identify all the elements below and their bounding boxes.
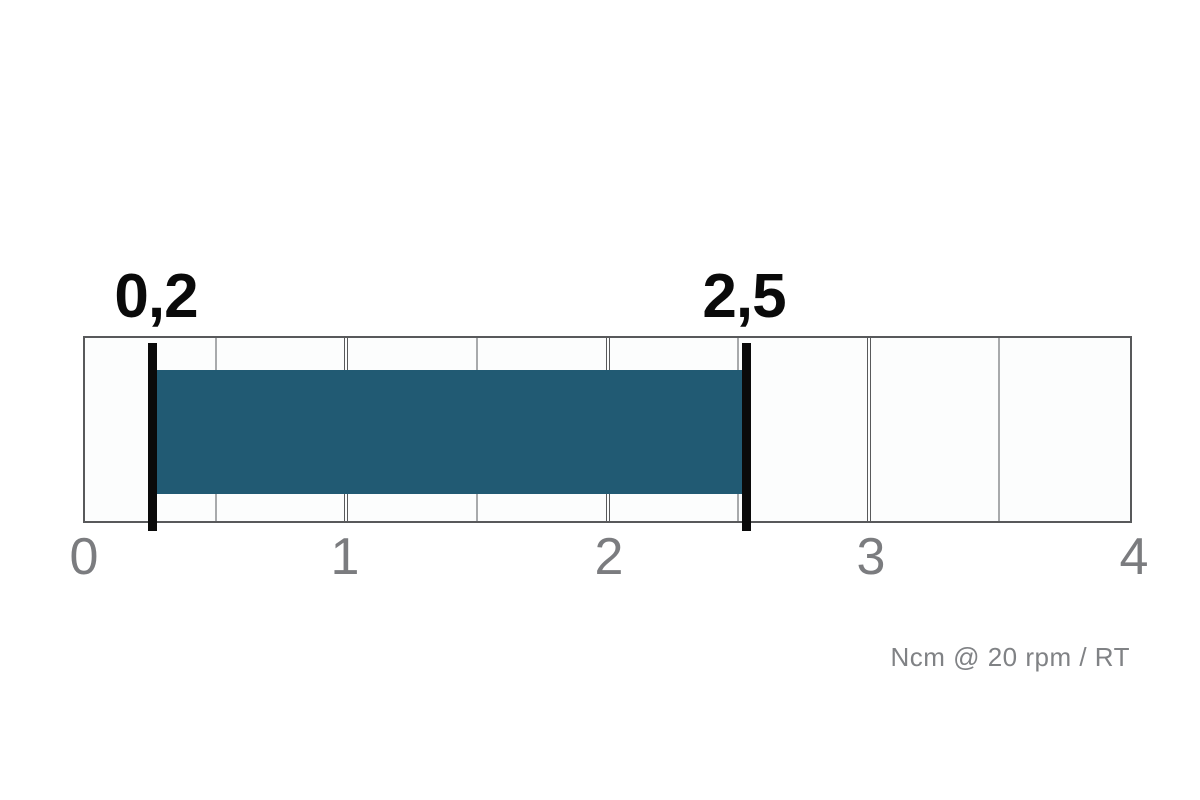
- minor-gridline-3-5: [998, 338, 1001, 521]
- range-bar: [153, 370, 745, 494]
- range-high-value-label: 2,5: [702, 262, 786, 331]
- major-gridline-3: [866, 338, 871, 521]
- range-low-value-label: 0,2: [114, 262, 198, 331]
- unit-caption: Ncm @ 20 rpm / RT: [890, 642, 1130, 672]
- range-high-marker: [742, 343, 751, 531]
- scale-track: [83, 336, 1132, 531]
- x-tick-4: 4: [1119, 528, 1149, 586]
- x-tick-2: 2: [594, 528, 624, 586]
- x-tick-0: 0: [69, 528, 99, 586]
- x-tick-1: 1: [330, 528, 360, 586]
- scale-track-inner: [85, 338, 1130, 531]
- x-tick-3: 3: [856, 528, 886, 586]
- range-low-marker: [148, 343, 157, 531]
